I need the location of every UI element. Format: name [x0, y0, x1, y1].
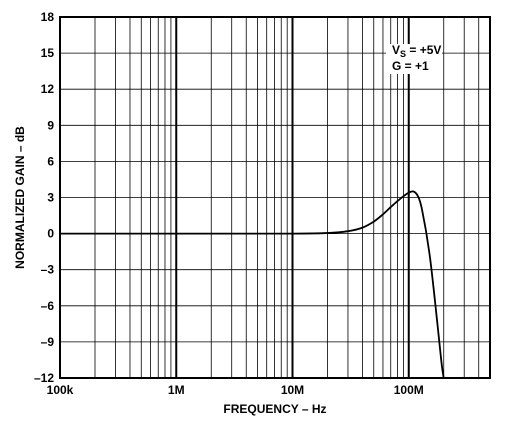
annotation-gain: G = +1	[392, 59, 429, 73]
annotation-box: VS = +5V G = +1	[386, 43, 442, 74]
series-layer	[60, 190, 445, 379]
y-tick-label: 18	[41, 10, 55, 24]
plot-frame	[59, 16, 491, 379]
annotation-vs-main: V	[392, 43, 400, 57]
x-tick-label: 1M	[168, 383, 185, 397]
annotation-vs-sub: S	[400, 49, 406, 59]
annotation-vs-value: = +5V	[406, 43, 441, 57]
series-line	[60, 190, 445, 379]
y-tick-label: –12	[34, 371, 54, 385]
x-axis-title: FREQUENCY – Hz	[223, 402, 326, 416]
x-tick-label: 10M	[281, 383, 304, 397]
y-tick-label: 12	[41, 82, 55, 96]
x-tick-labels: 100k 1M 10M 100M	[47, 383, 424, 397]
annotation-supply: VS = +5V	[392, 43, 441, 59]
y-tick-label: 15	[41, 46, 55, 60]
y-axis-title: NORMALIZED GAIN – dB	[13, 126, 27, 269]
y-tick-label: –9	[41, 335, 55, 349]
x-tick-label: 100k	[47, 383, 74, 397]
annotation-background	[386, 44, 442, 74]
y-tick-label: 6	[47, 154, 54, 168]
y-tick-label: 0	[47, 227, 54, 241]
y-tick-label: 9	[47, 118, 54, 132]
y-tick-labels: 18 15 12 9 6 3 0 –3 –6 –9 –12	[34, 10, 54, 385]
y-tick-label: –6	[41, 299, 55, 313]
x-tick-label: 100M	[394, 383, 424, 397]
y-tick-label: 3	[47, 191, 54, 205]
y-tick-label: –3	[41, 263, 55, 277]
